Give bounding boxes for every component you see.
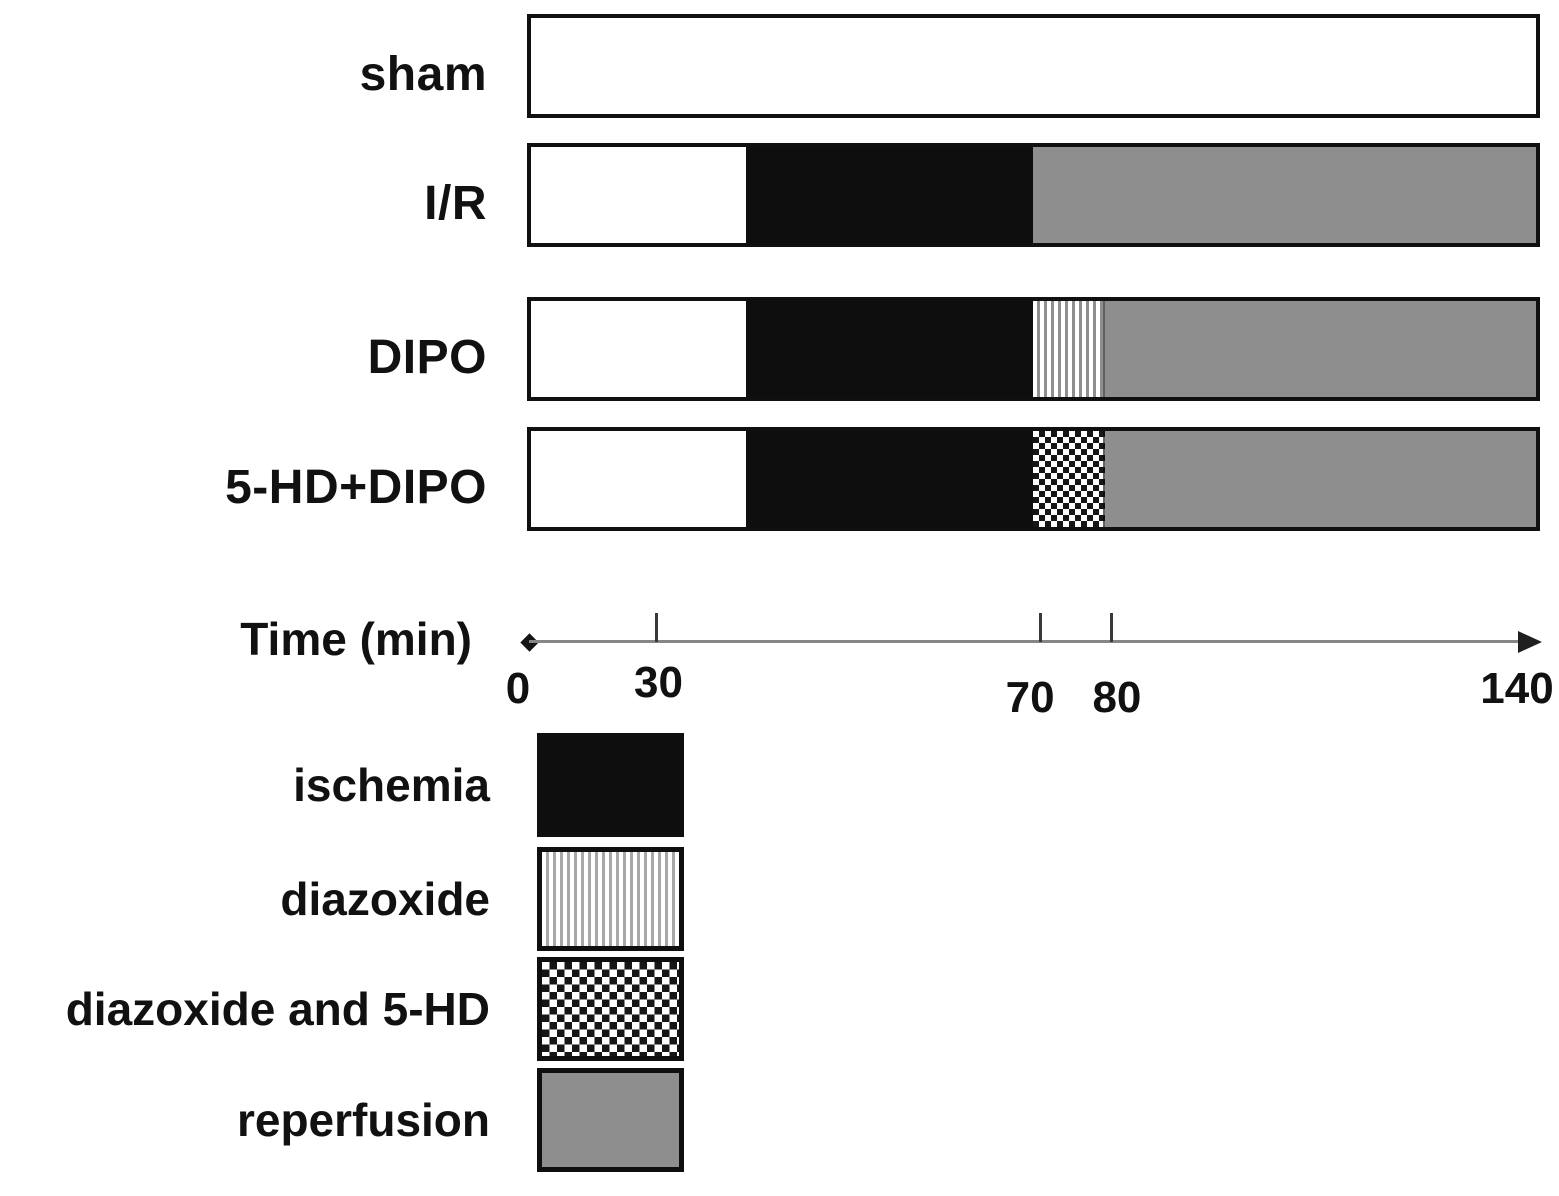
segment-reperfusion [1033,147,1536,243]
bar-i-r [527,143,1540,247]
tick-mark-80 [1110,613,1114,642]
legend-swatch-diazoxide-and-5-hd [537,957,684,1061]
row-label-dipo: DIPO [367,330,487,384]
protocol-row-5-hd-dipo: 5-HD+DIPO [0,427,1559,531]
legend-label-diazoxide: diazoxide [280,873,490,925]
segment-ischemia [746,147,1034,243]
segment-white [531,301,747,397]
legend-label-diazoxide-and-5-hd: diazoxide and 5-HD [65,983,490,1035]
tick-label-70: 70 [1005,673,1055,722]
tick-label-80: 80 [1092,673,1142,722]
time-axis-line [529,640,1526,643]
legend-entry-diazoxide-and-5-hd: diazoxide and 5-HD [0,957,1559,1061]
tick-label-140: 140 [1480,664,1554,713]
row-label-sham: sham [359,47,487,101]
legend-entry-ischemia: ischemia [0,733,1559,837]
protocol-row-sham: sham [0,14,1559,118]
protocol-row-dipo: DIPO [0,297,1559,401]
tick-mark-30 [655,613,659,642]
row-label-i-r: I/R [424,176,487,230]
tick-label-30: 30 [634,658,684,707]
segment-ischemia [746,301,1034,397]
protocol-row-i-r: I/R [0,143,1559,247]
segment-diazoxide-and-5-hd [1033,431,1106,527]
segment-white [531,431,747,527]
legend-swatch-ischemia [537,733,684,837]
legend-entry-diazoxide: diazoxide [0,847,1559,951]
bar-sham [527,14,1540,118]
axis-arrowhead-icon [1518,631,1542,653]
tick-mark-70 [1038,613,1042,642]
segment-white [531,147,747,243]
segment-diazoxide [1033,301,1106,397]
legend-label-ischemia: ischemia [293,759,490,811]
tick-label-0: 0 [505,664,531,713]
legend-swatch-diazoxide [537,847,684,951]
bar-dipo [527,297,1540,401]
time-axis-label: Time (min) [240,613,472,665]
legend-swatch-reperfusion [537,1068,684,1172]
row-label-5-hd-dipo: 5-HD+DIPO [225,460,487,514]
legend-entry-reperfusion: reperfusion [0,1068,1559,1172]
legend-label-reperfusion: reperfusion [236,1094,490,1146]
segment-reperfusion [1105,431,1536,527]
segment-white [531,18,1536,114]
segment-reperfusion [1105,301,1536,397]
bar-5-hd-dipo [527,427,1540,531]
segment-ischemia [746,431,1034,527]
